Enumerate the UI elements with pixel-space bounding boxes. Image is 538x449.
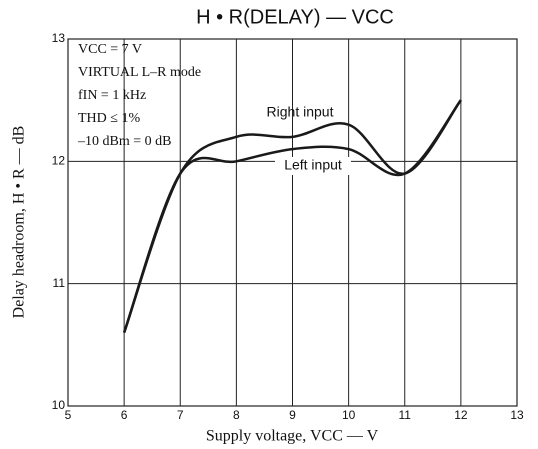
annotation: –10 dBm = 0 dB	[77, 134, 171, 149]
x-tick-label: 13	[510, 408, 524, 422]
y-tick-label: 12	[52, 154, 66, 168]
series-label: Left input	[284, 157, 342, 173]
chart-title: H • R(DELAY) — VCC	[196, 6, 394, 28]
annotation: VIRTUAL L–R mode	[78, 65, 201, 80]
annotation: THD ≤ 1%	[78, 111, 140, 126]
series-label: Right input	[267, 104, 334, 120]
x-tick-label: 6	[121, 408, 128, 422]
x-tick-label: 5	[65, 408, 72, 422]
y-tick-label: 13	[52, 31, 66, 45]
y-axis-label: Delay headroom, H • R — dB	[11, 126, 28, 319]
annotation: fIN = 1 kHz	[78, 88, 146, 103]
y-tick-label: 10	[52, 398, 66, 412]
x-tick-label: 9	[289, 408, 296, 422]
label-background	[275, 157, 351, 175]
y-tick-label: 11	[53, 276, 66, 290]
annotation: VCC = 7 V	[78, 42, 142, 57]
x-tick-label: 12	[454, 408, 468, 422]
x-tick-label: 10	[342, 408, 356, 422]
x-tick-label: 7	[177, 408, 184, 422]
x-tick-label: 11	[399, 408, 412, 422]
plot-frame	[67, 38, 518, 407]
series-line	[122, 99, 462, 334]
x-tick-label: 8	[233, 408, 240, 422]
x-axis-label: Supply voltage, VCC — V	[206, 428, 379, 445]
